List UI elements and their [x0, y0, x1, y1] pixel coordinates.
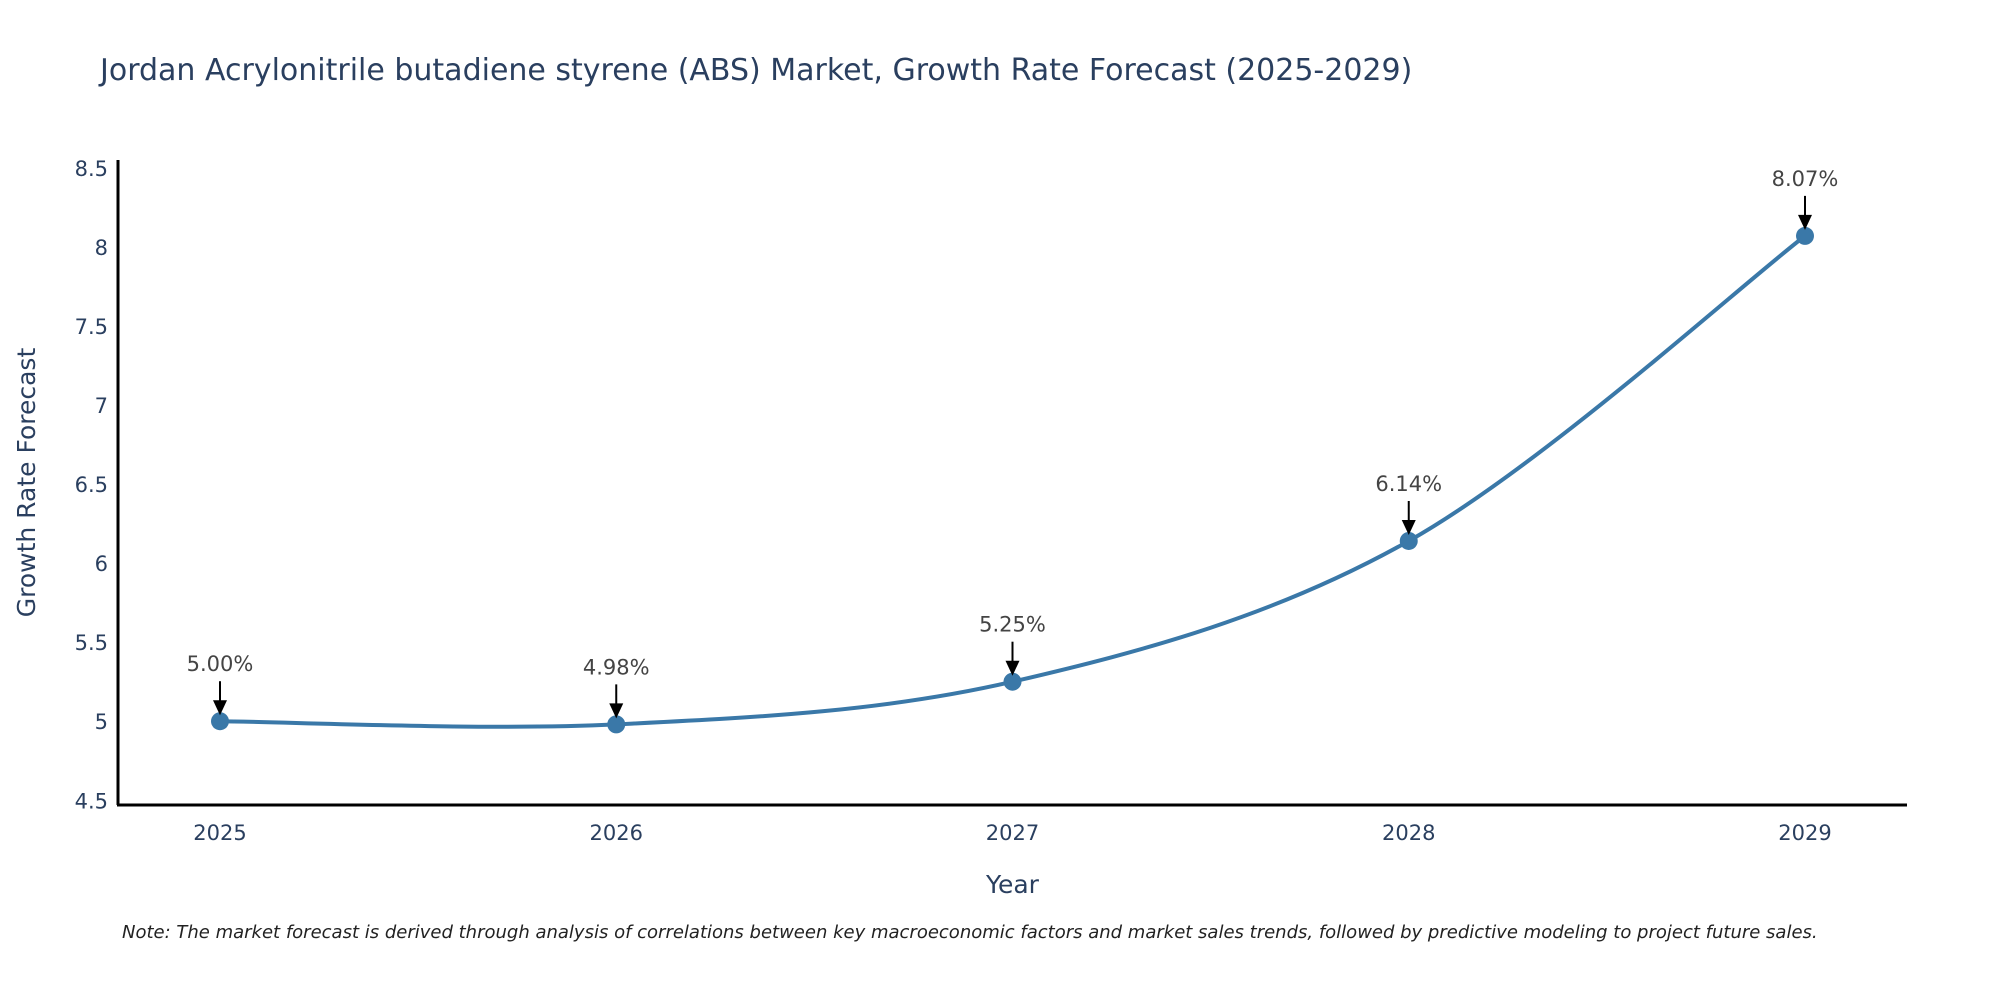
- y-tick-label: 6.5: [75, 473, 108, 497]
- y-tick-label: 7: [95, 394, 108, 418]
- annotation-arrow-head: [1798, 214, 1812, 230]
- y-tick-label: 4.5: [75, 789, 108, 813]
- annotation-arrow-head: [1401, 519, 1416, 535]
- x-axis-ticks: 2025 2026 2027 2028 2029: [193, 821, 1831, 845]
- y-tick-label: 5.5: [75, 631, 108, 655]
- y-axis-title: Growth Rate Forecast: [12, 348, 41, 618]
- data-point: [1399, 531, 1418, 550]
- y-tick-label: 8.5: [75, 157, 108, 181]
- data-label: 8.07%: [1772, 167, 1839, 191]
- data-label: 5.00%: [187, 652, 254, 676]
- x-tick-label: 2028: [1382, 821, 1435, 845]
- x-tick-label: 2027: [986, 821, 1039, 845]
- y-tick-label: 6: [95, 552, 108, 576]
- x-tick-label: 2029: [1778, 821, 1831, 845]
- x-tick-label: 2026: [590, 821, 643, 845]
- data-label: 4.98%: [583, 655, 650, 679]
- data-labels: 5.00% 4.98% 5.25% 6.14% 8.07%: [187, 167, 1839, 719]
- y-tick-label: 5: [95, 710, 108, 734]
- data-point: [211, 712, 229, 731]
- data-point: [1796, 226, 1814, 245]
- data-points: [211, 226, 1814, 734]
- x-tick-label: 2025: [193, 821, 246, 845]
- y-tick-label: 7.5: [75, 315, 108, 339]
- y-axis-ticks: 4.5 5 5.5 6 6.5 7 7.5 8 8.5: [75, 157, 108, 813]
- annotation-arrow-head: [1005, 660, 1020, 676]
- data-point: [607, 715, 626, 734]
- x-axis-title: Year: [985, 870, 1040, 899]
- footnote: Note: The market forecast is derived thr…: [122, 922, 1818, 943]
- data-label: 5.25%: [979, 613, 1046, 637]
- chart-title: Jordan Acrylonitrile butadiene styrene (…: [98, 53, 1412, 88]
- data-label: 6.14%: [1375, 472, 1442, 496]
- y-tick-label: 8: [95, 236, 108, 260]
- series-line: [219, 234, 1807, 729]
- annotation-arrow-head: [213, 700, 227, 716]
- annotation-arrow-head: [609, 703, 624, 719]
- data-point: [1003, 672, 1022, 691]
